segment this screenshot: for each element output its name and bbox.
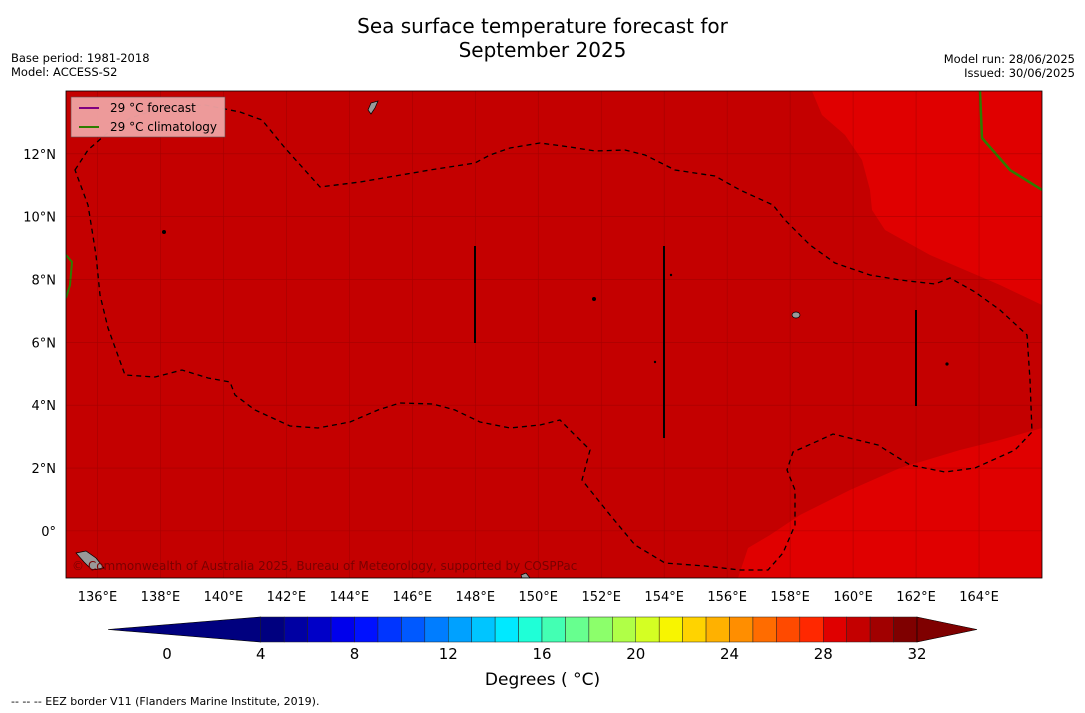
islands: [75, 100, 949, 578]
lon-tick-label: 138°E: [141, 590, 181, 605]
island-chuuk: [791, 311, 801, 319]
map-area: © Commonwealth of Australia 2025, Bureau…: [66, 91, 1042, 578]
map-legend: 29 °C forecast 29 °C climatology: [70, 96, 226, 138]
lon-tick-label: 142°E: [267, 590, 307, 605]
meta-right: Model run: 28/06/2025 Issued: 30/06/2025: [944, 52, 1075, 80]
island-guam: [367, 100, 379, 115]
climatology-contour-west: [66, 254, 74, 299]
title-line-1: Sea surface temperature forecast for: [357, 14, 728, 38]
lon-tick-label: 160°E: [833, 590, 873, 605]
island-dot: [592, 297, 596, 301]
island-dot: [945, 362, 949, 366]
lat-tick-label: 10°N: [23, 211, 56, 226]
meta-left: Base period: 1981-2018 Model: ACCESS-S2: [11, 51, 150, 79]
lon-tick-label: 156°E: [707, 590, 747, 605]
eez-meridian-segments: [474, 246, 917, 438]
island-dot: [669, 273, 673, 277]
latitude-labels: 12°N 10°N 8°N 6°N 4°N 2°N 0°: [23, 148, 56, 540]
lon-tick-label: 162°E: [896, 590, 936, 605]
legend-forecast-label: 29 °C forecast: [110, 101, 196, 115]
eez-borders: [74, 104, 1033, 571]
lon-tick-label: 158°E: [770, 590, 810, 605]
map-frame: [65, 90, 1043, 579]
legend-box: [70, 96, 226, 138]
colorbar-title: Degrees ( °C): [484, 670, 601, 690]
model-name: Model: ACCESS-S2: [11, 65, 118, 79]
chart-title: Sea surface temperature forecast for Sep…: [0, 14, 1085, 62]
lat-tick-label: 2°N: [32, 462, 57, 477]
model-run: Model run: 28/06/2025: [943, 52, 1075, 66]
legend-climatology-label: 29 °C climatology: [110, 120, 217, 134]
lat-tick-label: 8°N: [32, 274, 57, 289]
lat-tick-label: 0°: [41, 525, 56, 540]
eez-border-palau-fsm: [74, 104, 1033, 571]
island-dot: [653, 360, 657, 364]
lon-tick-label: 152°E: [581, 590, 621, 605]
lon-tick-label: 144°E: [330, 590, 370, 605]
lon-tick-label: 146°E: [393, 590, 433, 605]
lon-tick-label: 136°E: [78, 590, 118, 605]
lat-tick-label: 6°N: [32, 336, 57, 351]
lon-tick-label: 148°E: [456, 590, 496, 605]
title-line-2: September 2025: [458, 38, 627, 62]
island-manus: [520, 572, 531, 578]
sst-band-30-31: [66, 91, 1042, 578]
copyright-note: © Commonwealth of Australia 2025, Bureau…: [72, 559, 577, 573]
lat-tick-label: 4°N: [32, 399, 57, 414]
lat-tick-label: 12°N: [23, 148, 56, 163]
base-period: Base period: 1981-2018: [11, 51, 150, 65]
island-dot: [162, 230, 166, 234]
lon-tick-label: 150°E: [518, 590, 558, 605]
longitude-labels: 136°E 138°E 140°E 142°E 144°E 146°E 148°E 150°E…: [78, 590, 999, 605]
island-new-guinea-tip: [75, 550, 105, 571]
issued-date: Issued: 30/06/2025: [964, 66, 1075, 80]
lon-tick-label: 164°E: [959, 590, 999, 605]
lon-tick-label: 154°E: [644, 590, 684, 605]
footer-note: -- -- -- EEZ border V11 (Flanders Marine…: [11, 695, 320, 708]
lon-tick-label: 140°E: [204, 590, 244, 605]
